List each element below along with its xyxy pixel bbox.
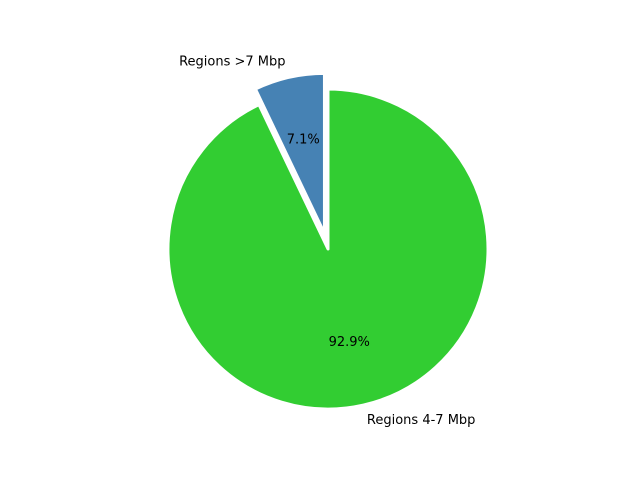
slice-label-0: Regions >7 Mbp — [179, 54, 285, 69]
slice-label-1: Regions 4-7 Mbp — [367, 413, 476, 428]
slice-pct-label-0: 7.1% — [287, 132, 320, 147]
pie-labels: Regions >7 Mbp 7.1% Regions 4-7 Mbp 92.9% — [179, 54, 475, 428]
pie-slice-0 — [253, 71, 326, 235]
pie-slices — [166, 71, 490, 411]
pie-slice-1 — [166, 87, 490, 411]
slice-pct-label-1: 92.9% — [329, 335, 370, 350]
